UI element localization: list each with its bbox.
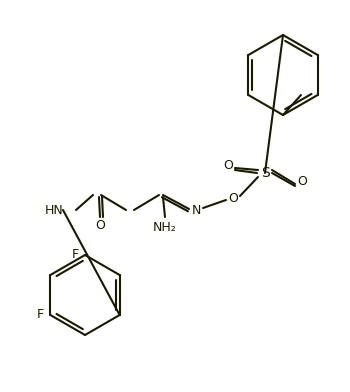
Text: NH₂: NH₂ — [153, 221, 177, 234]
Text: HN: HN — [45, 203, 64, 216]
Text: O: O — [223, 158, 233, 172]
Text: F: F — [72, 249, 79, 261]
Text: O: O — [297, 174, 307, 187]
Text: N: N — [191, 203, 201, 216]
Text: S: S — [261, 166, 270, 180]
Text: O: O — [228, 192, 238, 205]
Text: O: O — [95, 218, 105, 232]
Text: F: F — [37, 309, 44, 321]
